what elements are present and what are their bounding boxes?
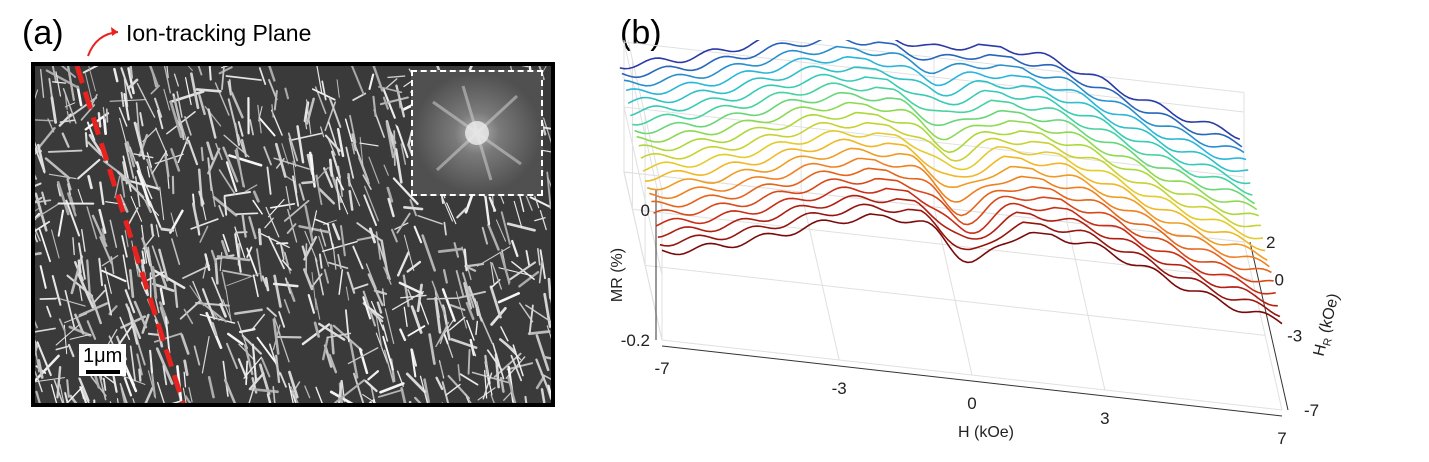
x-tick-label: -3 bbox=[832, 379, 847, 398]
y-tick-label: 0 bbox=[1274, 270, 1283, 289]
mr-curve bbox=[659, 203, 1281, 318]
z-axis-label: MR (%) bbox=[609, 248, 626, 302]
mr-curve bbox=[651, 167, 1272, 274]
mr-curve bbox=[632, 82, 1253, 196]
z-tick-label: -0.2 bbox=[621, 331, 650, 350]
fft-inset bbox=[411, 70, 543, 196]
z-tick-label: 0 bbox=[641, 201, 650, 220]
mr-curve bbox=[627, 65, 1249, 173]
mr-curve bbox=[645, 138, 1266, 252]
sem-image: 1μm bbox=[31, 62, 555, 407]
scale-bar-line bbox=[85, 370, 120, 374]
ion-tracking-label: Ion-tracking Plane bbox=[126, 20, 312, 46]
y-tick-label: 2 bbox=[1266, 233, 1275, 252]
mr-curve bbox=[642, 129, 1264, 240]
chart-series bbox=[619, 40, 1283, 325]
mr-curve bbox=[657, 194, 1278, 307]
mr-curve bbox=[625, 55, 1247, 161]
x-tick-label: 0 bbox=[967, 394, 976, 413]
x-tick-label: 3 bbox=[1100, 409, 1109, 428]
mr-curve bbox=[646, 147, 1268, 261]
mr-curve bbox=[619, 40, 1241, 140]
mr-curve bbox=[661, 213, 1283, 325]
y-axis-label: HR (kOe) bbox=[1311, 292, 1346, 359]
mr-curve bbox=[638, 111, 1260, 217]
y-tick-label: -7 bbox=[1304, 401, 1319, 420]
mr-curve bbox=[623, 45, 1245, 154]
mr-curve bbox=[649, 157, 1270, 268]
mr-curve bbox=[653, 177, 1274, 283]
scale-bar-label: 1μm bbox=[83, 345, 123, 367]
x-tick-label: 7 bbox=[1277, 429, 1286, 448]
mr-curve bbox=[636, 101, 1258, 211]
mr-waterfall-chart: -7 -3 0 3 7 2 0 -3 -7 0 -0.2 H (kOe) MR (%) HR (kOe) bbox=[609, 40, 1346, 448]
mr-curve bbox=[655, 186, 1276, 295]
mr-curve bbox=[630, 73, 1251, 185]
annotation-arrow-icon bbox=[87, 27, 119, 57]
mr-curve bbox=[621, 40, 1243, 148]
mr-curve bbox=[640, 121, 1261, 228]
panel-label-a: (a) bbox=[22, 14, 64, 52]
mr-curve bbox=[634, 91, 1256, 205]
scale-bar: 1μm bbox=[79, 344, 127, 376]
x-axis-label: H (kOe) bbox=[958, 424, 1014, 441]
x-tick-label: -7 bbox=[654, 359, 669, 378]
y-tick-label: -3 bbox=[1287, 326, 1302, 345]
